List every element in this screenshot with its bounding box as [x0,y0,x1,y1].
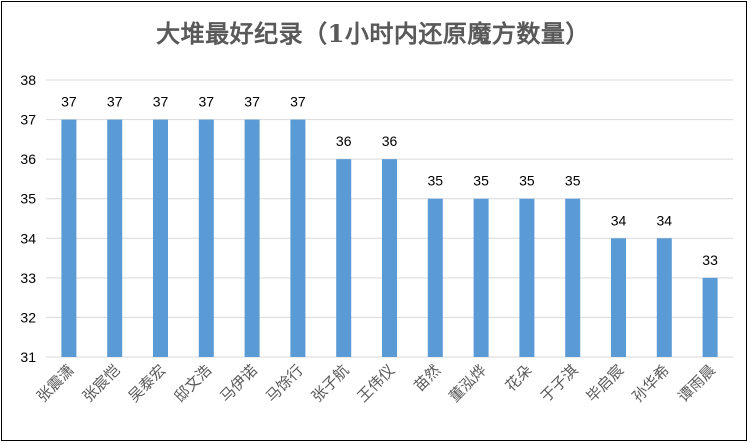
y-tick-label: 35 [20,191,36,207]
bar [611,238,626,357]
data-label: 37 [61,94,77,110]
bars [61,119,718,357]
category-label: 孙华希 [629,361,674,406]
bar [61,119,77,357]
data-label: 35 [428,173,444,189]
data-label: 37 [153,94,169,110]
category-label: 吴泰宏 [125,361,170,406]
category-label: 花朵 [502,361,536,395]
category-label: 邸文浩 [171,361,216,406]
data-label: 34 [657,212,673,228]
category-label: 王伟仪 [354,361,399,406]
bar [153,119,168,357]
data-label: 36 [336,133,352,149]
y-tick-label: 36 [20,151,36,167]
category-label: 马伊诺 [216,361,261,406]
y-tick-label: 32 [20,309,36,325]
data-label: 35 [519,173,535,189]
bar [198,119,214,357]
data-label: 37 [244,94,260,110]
bar [565,198,581,357]
data-label: 37 [290,94,306,110]
bar [244,119,260,357]
data-label: 33 [702,252,718,268]
data-label: 34 [611,212,627,228]
data-label: 35 [473,173,489,189]
data-label: 35 [565,173,581,189]
bar [290,119,306,357]
category-label: 张震潇 [33,361,78,406]
category-label: 苗然 [410,361,444,395]
y-tick-label: 37 [20,112,36,128]
y-tick-label: 34 [20,230,36,246]
category-label: 谭雨晨 [674,361,719,406]
category-label: 张宸恺 [79,361,124,406]
chart-title: 大堆最好纪录（1小时内还原魔方数量） [156,19,590,48]
y-axis-ticks: 31 32 33 34 35 36 37 38 [20,72,36,365]
bar [427,198,443,357]
category-label: 张子航 [308,361,353,406]
bar [107,119,123,357]
bar [656,238,672,357]
category-label: 马馀行 [262,361,307,406]
y-tick-label: 38 [20,72,36,88]
data-labels: 37 37 37 37 37 37 36 36 35 35 35 35 34 34 33 [61,94,718,268]
category-label: 毕启宸 [583,361,628,406]
category-label: 董泓烨 [445,361,490,406]
y-tick-label: 31 [20,349,36,365]
bar [336,159,352,357]
bar [702,277,718,357]
category-labels: 张震潇 张宸恺 吴泰宏 邸文浩 马伊诺 马馀行 张子航 王伟仪 苗然 董泓烨 花朵 于子淇 毕启宸 孙华希… [33,361,719,406]
category-label: 于子淇 [537,361,582,406]
data-label: 37 [107,94,123,110]
y-tick-label: 33 [20,270,36,286]
data-label: 36 [382,133,398,149]
bar [519,198,535,357]
data-label: 37 [199,94,215,110]
bar [473,198,489,357]
bar [382,159,397,357]
